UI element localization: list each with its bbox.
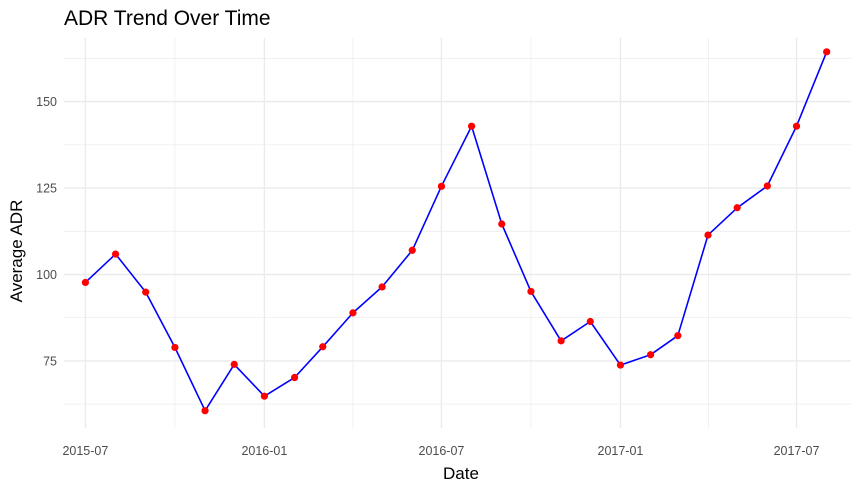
x-axis-ticks: 2015-07 2016-01 2016-07 2017-01 2017-07	[62, 444, 819, 458]
data-point	[81, 278, 90, 287]
data-point	[201, 407, 209, 415]
data-point	[290, 373, 299, 382]
data-point	[557, 337, 565, 345]
data-point	[171, 343, 179, 352]
x-tick-label: 2015-07	[62, 444, 108, 458]
series-adr	[81, 48, 831, 415]
x-tick-label: 2016-01	[241, 444, 287, 458]
y-axis-title: Average ADR	[7, 200, 26, 303]
data-point	[674, 332, 682, 340]
data-point	[733, 204, 741, 212]
data-point	[527, 287, 535, 296]
data-point	[437, 182, 446, 190]
data-point	[704, 231, 712, 239]
data-point	[378, 283, 386, 291]
y-tick-label: 150	[36, 95, 57, 109]
data-point	[408, 246, 416, 254]
data-point	[823, 48, 831, 56]
data-point	[111, 250, 120, 258]
data-point	[319, 343, 327, 351]
data-point	[260, 392, 268, 400]
x-tick-label: 2017-01	[598, 444, 644, 458]
series-line	[84, 51, 828, 412]
x-tick-label: 2016-07	[419, 444, 465, 458]
y-tick-label: 100	[36, 268, 57, 282]
data-point	[349, 309, 357, 317]
data-point	[586, 317, 594, 326]
data-point	[230, 360, 238, 368]
chart-title: ADR Trend Over Time	[64, 7, 271, 30]
data-point	[616, 361, 625, 369]
data-point	[142, 288, 150, 296]
data-point	[792, 122, 801, 130]
data-point	[468, 122, 476, 130]
gridlines	[64, 38, 851, 428]
data-point	[763, 182, 771, 190]
data-point	[498, 220, 506, 228]
x-tick-label: 2017-07	[774, 444, 820, 458]
y-axis-ticks: 75 100 125 150	[36, 95, 57, 368]
x-axis-title: Date	[443, 464, 479, 483]
y-tick-label: 125	[36, 182, 57, 196]
y-tick-label: 75	[43, 354, 57, 368]
data-point	[647, 351, 655, 359]
